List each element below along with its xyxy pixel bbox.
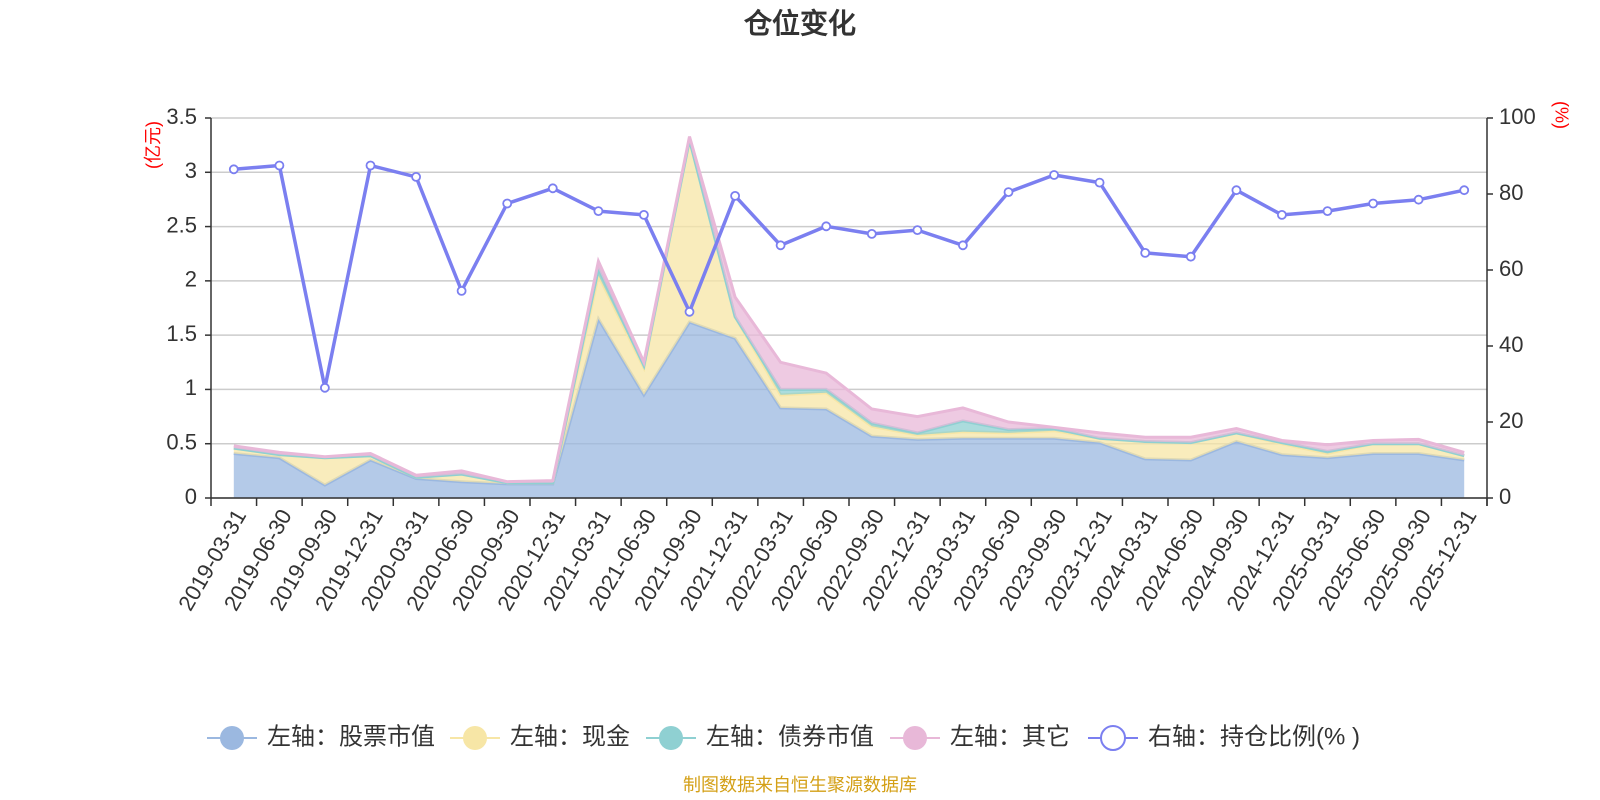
ratio-point [1459, 185, 1470, 196]
ratio-line-path [233, 163, 1465, 390]
right-tick-label: 40 [1499, 332, 1523, 357]
area-edge-3 [233, 136, 1465, 484]
legend-label: 右轴：持仓比例(% ) [1148, 723, 1360, 750]
right-axis-unit: (%) [1551, 101, 1571, 129]
ratio-point [1231, 185, 1242, 196]
area-0 [233, 318, 1465, 498]
legend-label: 左轴：债券市值 [706, 723, 874, 750]
left-axis-unit: (亿元) [143, 121, 163, 169]
left-tick-label: 1 [185, 375, 197, 400]
legend-label: 左轴：其它 [950, 723, 1070, 750]
ratio-point [1003, 187, 1014, 198]
ratio-point [456, 285, 467, 296]
legend: 左轴：股票市值 左轴：现金 左轴：债券市值 左轴：其它 右轴：持仓比例(% ) [207, 723, 1360, 751]
right-tick-label: 20 [1499, 408, 1523, 433]
legend-label: 左轴：股票市值 [267, 723, 435, 750]
left-tick-label: 2.5 [166, 212, 197, 237]
ratio-point [1368, 198, 1378, 209]
area-3 [233, 136, 1465, 483]
legend-marker [659, 726, 683, 750]
legend-marker [1100, 725, 1126, 751]
legend-marker [220, 726, 244, 750]
ratio-point [502, 198, 513, 209]
ratio-point [593, 206, 604, 217]
chart-title: 仓位变化 [744, 7, 856, 39]
right-tick-label: 100 [1499, 104, 1536, 129]
ratio-point [411, 171, 422, 182]
ratio-point [547, 183, 558, 194]
ratio-point [1413, 194, 1424, 205]
ratio-point [1094, 177, 1105, 188]
axes: 00.511.522.533.50204060801002019-03-3120… [166, 104, 1535, 615]
right-tick-label: 80 [1499, 180, 1523, 205]
left-tick-label: 2 [185, 267, 197, 292]
ratio-point [1277, 209, 1287, 220]
ratio-point [821, 221, 832, 232]
ratio-point [730, 190, 740, 201]
right-tick-label: 0 [1499, 484, 1511, 509]
ratio-line [228, 160, 1470, 393]
ratio-point [684, 306, 695, 317]
ratio-point [775, 240, 786, 251]
ratio-point [866, 228, 877, 239]
left-tick-label: 0 [185, 484, 197, 509]
ratio-point [365, 160, 376, 171]
legend-marker [463, 726, 487, 750]
left-tick-label: 3.5 [166, 104, 197, 129]
area-layers [233, 136, 1465, 498]
ratio-point [958, 240, 968, 251]
legend-label: 左轴：现金 [510, 723, 630, 750]
right-tick-label: 60 [1499, 256, 1523, 281]
ratio-point [1322, 206, 1333, 217]
ratio-point [274, 160, 285, 171]
left-tick-label: 3 [185, 158, 197, 183]
left-tick-label: 1.5 [166, 321, 197, 346]
area-1 [233, 139, 1465, 485]
legend-marker [903, 726, 927, 750]
source-note: 制图数据来自恒生聚源数据库 [683, 775, 917, 795]
ratio-point [912, 225, 923, 236]
ratio-point [1049, 170, 1059, 180]
left-tick-label: 0.5 [166, 430, 197, 455]
ratio-point [639, 209, 649, 220]
ratio-point [1140, 247, 1151, 258]
ratio-point [228, 164, 239, 175]
ratio-point [1185, 251, 1196, 262]
ratio-point [319, 382, 330, 393]
